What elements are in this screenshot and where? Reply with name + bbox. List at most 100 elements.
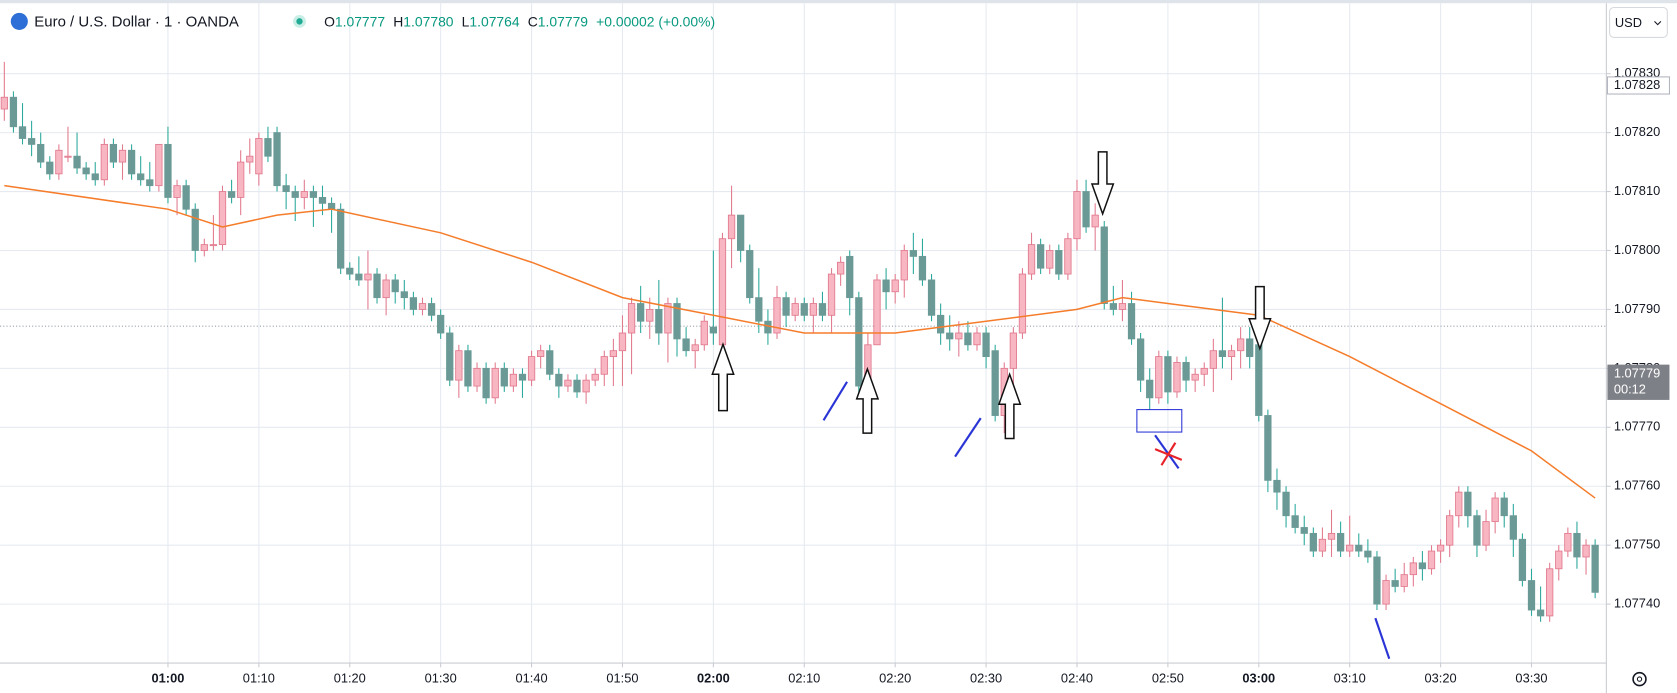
candle-body	[1073, 191, 1081, 240]
candle-body	[1009, 332, 1017, 369]
candle-body	[755, 297, 763, 322]
candle-body	[627, 303, 636, 334]
up-arrow	[997, 372, 1022, 440]
candle-body	[827, 273, 836, 316]
candle-body	[1046, 250, 1054, 269]
candle-body	[955, 332, 963, 340]
candle-body	[182, 185, 190, 210]
candle-body	[1200, 367, 1208, 375]
currency-dropdown[interactable]	[1609, 6, 1668, 38]
candle-body	[1418, 562, 1427, 570]
x-tick-label: 02:10	[788, 670, 820, 685]
candle-body	[1346, 544, 1354, 552]
candle-body	[927, 279, 936, 316]
x-tick-label: 02:00	[697, 670, 730, 685]
last-price-label: 1.07779	[1614, 366, 1660, 381]
x-tick-label: 01:00	[152, 670, 185, 685]
candle-body	[1036, 244, 1045, 269]
candle-body	[964, 332, 972, 346]
x-tick-label: 01:50	[606, 670, 638, 685]
candle-body	[46, 161, 54, 175]
candle-body	[346, 267, 354, 275]
candle-body	[691, 344, 699, 352]
candle-body	[973, 332, 981, 346]
candle-body	[164, 143, 172, 198]
legend-value: 1.07777	[335, 13, 385, 29]
candle-body	[1427, 550, 1436, 570]
candle-body	[537, 350, 545, 358]
candle-body	[1136, 338, 1145, 381]
trend-line	[822, 381, 848, 421]
candle-body	[1355, 544, 1363, 552]
legend-value: 1.07780	[403, 13, 453, 29]
candle-body	[1400, 574, 1408, 587]
candle-body	[727, 214, 736, 240]
candle-body	[1091, 214, 1099, 228]
candle-body	[1236, 338, 1245, 352]
candle-body	[1300, 527, 1308, 534]
currency[interactable]: USD	[1615, 15, 1642, 30]
x-tick-label: 03:20	[1425, 670, 1457, 685]
y-tick-label: 1.07760	[1614, 478, 1660, 493]
candle-body	[1100, 226, 1108, 304]
candle-body	[18, 126, 27, 139]
candle-body	[1182, 362, 1190, 381]
symbol-title[interactable]: Euro / U.S. Dollar · 1 · OANDA	[34, 13, 239, 30]
candle-body	[1191, 373, 1199, 381]
candle-body	[1218, 350, 1227, 358]
candle-body	[882, 279, 890, 293]
candle-body	[737, 214, 745, 251]
x-tick-label: 01:20	[334, 670, 366, 685]
candle-body	[782, 297, 790, 316]
candle-body	[1155, 356, 1163, 399]
candle-body	[191, 208, 199, 251]
candle-body	[82, 167, 90, 175]
settings-icon[interactable]	[1632, 671, 1647, 687]
candle-body	[1536, 609, 1545, 617]
legend-label: H	[393, 13, 403, 29]
x-tick-label: 01:30	[425, 670, 457, 685]
gear[interactable]	[1632, 671, 1647, 687]
candle-body	[918, 255, 927, 281]
status-dot	[293, 14, 306, 28]
candle-body	[255, 138, 263, 175]
candle-body	[618, 332, 627, 352]
candle-body	[1127, 303, 1136, 340]
up-arrow	[855, 366, 880, 434]
annotations	[711, 151, 1391, 660]
candle-body	[355, 273, 363, 281]
candle-body	[1018, 273, 1027, 334]
candle-body	[237, 161, 245, 198]
candle-body	[155, 143, 163, 187]
candle-body	[837, 261, 845, 275]
candle-body	[682, 338, 690, 352]
candle-body	[791, 303, 799, 316]
candle-body	[1382, 580, 1390, 605]
y-tick-label: 1.07790	[1614, 301, 1660, 316]
candle-body	[855, 297, 863, 387]
candle-body	[1364, 550, 1372, 558]
y-tick-label: 1.07820	[1614, 124, 1660, 139]
candle-body	[673, 303, 681, 340]
box	[1136, 409, 1183, 433]
candle-body	[109, 143, 118, 163]
candle-body	[1436, 544, 1445, 552]
candle-body	[100, 143, 108, 181]
candle-body	[1446, 515, 1454, 546]
candle-body	[1391, 580, 1399, 587]
candle-body	[1527, 580, 1536, 611]
gear-center[interactable]	[1636, 676, 1643, 682]
candle-body	[1064, 238, 1072, 275]
candle-body	[309, 191, 318, 198]
candle-body	[455, 350, 463, 381]
candle-body	[173, 185, 181, 198]
candle-body	[382, 279, 390, 299]
candle-body	[391, 279, 399, 293]
symbol-icon[interactable]	[10, 12, 28, 30]
candle-body	[709, 326, 718, 334]
candle-body	[1491, 497, 1499, 523]
candle-body	[1118, 303, 1127, 310]
x-tick-label: 01:10	[243, 670, 275, 685]
candle-body	[318, 197, 327, 204]
candle-body	[655, 308, 663, 334]
